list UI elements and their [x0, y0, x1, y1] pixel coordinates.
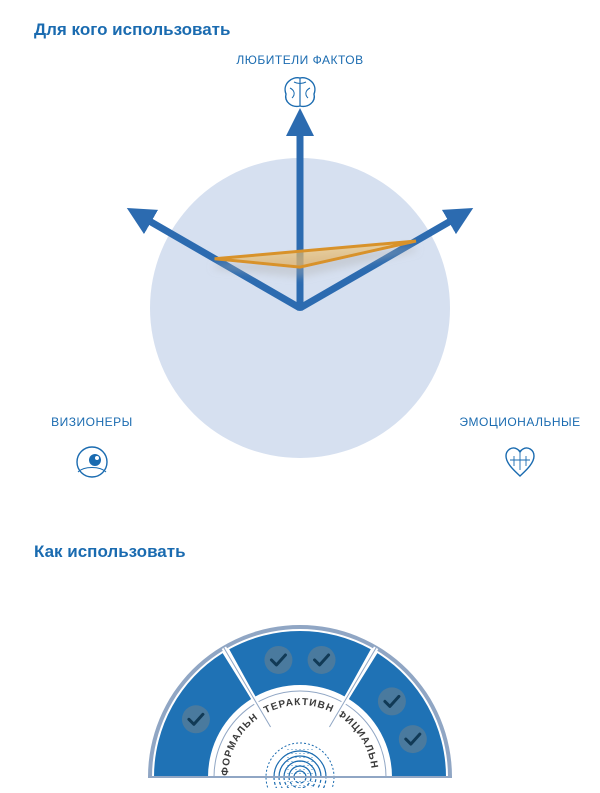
check-icon	[264, 646, 292, 674]
heart-icon	[506, 448, 534, 476]
check-icon	[378, 687, 406, 715]
radar-label-emotion: ЭМОЦИОНАЛЬНЫЕ	[459, 415, 580, 429]
section-title-who: Для кого использовать	[34, 20, 230, 40]
check-icon	[308, 646, 336, 674]
radar-chart: ЛЮБИТЕЛИ ФАКТОВ ВИЗИОНЕРЫ ЭМОЦИОНАЛЬНЫЕ	[0, 48, 600, 518]
radar-center-dot	[297, 305, 303, 311]
eye-icon	[77, 447, 107, 477]
check-icon	[399, 725, 427, 753]
section-title-how: Как использовать	[34, 542, 186, 562]
brain-icon	[285, 78, 315, 107]
radar-label-vision: ВИЗИОНЕРЫ	[51, 415, 133, 429]
gauge-chart: НЕФОРМАЛЬНЫЕИНТЕРАКТИВНЫЕОФИЦИАЛЬНЫЕ	[0, 572, 600, 788]
check-icon	[182, 705, 210, 733]
radar-label-facts: ЛЮБИТЕЛИ ФАКТОВ	[236, 53, 363, 67]
gauge-segment-interactive	[229, 631, 371, 697]
